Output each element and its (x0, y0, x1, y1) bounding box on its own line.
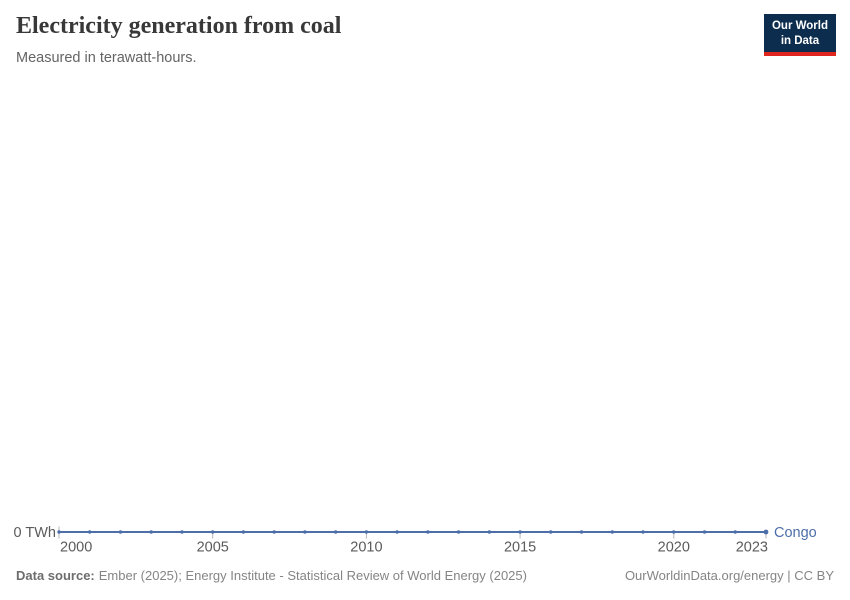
data-point[interactable] (610, 530, 615, 534)
page-subtitle: Measured in terawatt-hours. (16, 50, 197, 66)
x-axis-tick-label: 2005 (197, 540, 229, 556)
entity-label-congo[interactable]: Congo (774, 525, 817, 541)
data-point[interactable] (180, 530, 184, 534)
owid-logo[interactable]: Our World in Data (763, 14, 836, 56)
data-point[interactable] (641, 530, 645, 534)
x-axis-tick-label: 2023 (736, 540, 768, 556)
data-point[interactable] (733, 530, 737, 534)
data-source-note: Data source: Ember (2025); Energy Institu… (16, 568, 527, 583)
x-axis-tick-label: 2000 (60, 540, 92, 556)
data-point[interactable] (426, 530, 430, 534)
data-point[interactable] (549, 530, 553, 534)
data-point[interactable] (518, 530, 522, 534)
x-axis-tick-label: 2020 (658, 540, 690, 556)
credit-link[interactable]: OurWorldinData.org/energy | CC BY (624, 568, 834, 583)
data-point[interactable] (210, 530, 215, 534)
owid-logo-line1: Our World (771, 20, 828, 32)
owid-logo-line2: in Data (780, 34, 820, 47)
data-point[interactable] (364, 530, 369, 534)
data-point[interactable] (149, 530, 153, 534)
data-point[interactable] (88, 530, 92, 534)
data-point[interactable] (579, 530, 584, 534)
data-point[interactable] (395, 530, 399, 534)
x-axis-tick-label: 2015 (504, 540, 536, 556)
chart-footer: Data source: Ember (2025); Energy Institu… (16, 568, 834, 583)
data-point[interactable] (456, 530, 461, 534)
data-point[interactable] (333, 530, 338, 534)
data-point[interactable] (672, 530, 676, 534)
page-title: Electricity generation from coal (16, 13, 342, 39)
data-point[interactable] (272, 530, 276, 534)
data-point[interactable] (303, 530, 307, 534)
data-point[interactable] (487, 530, 492, 534)
data-point[interactable] (702, 530, 707, 534)
data-point[interactable] (57, 530, 61, 534)
x-axis-tick-label: 2010 (350, 540, 382, 556)
data-point[interactable] (241, 530, 246, 534)
data-point[interactable] (763, 529, 769, 535)
data-point[interactable] (118, 530, 123, 534)
data-source-label: Data source: (16, 568, 95, 583)
y-axis-tick-label: 0 TWh (14, 525, 56, 541)
data-source-text: Ember (2025); Energy Institute - Statist… (98, 568, 527, 583)
